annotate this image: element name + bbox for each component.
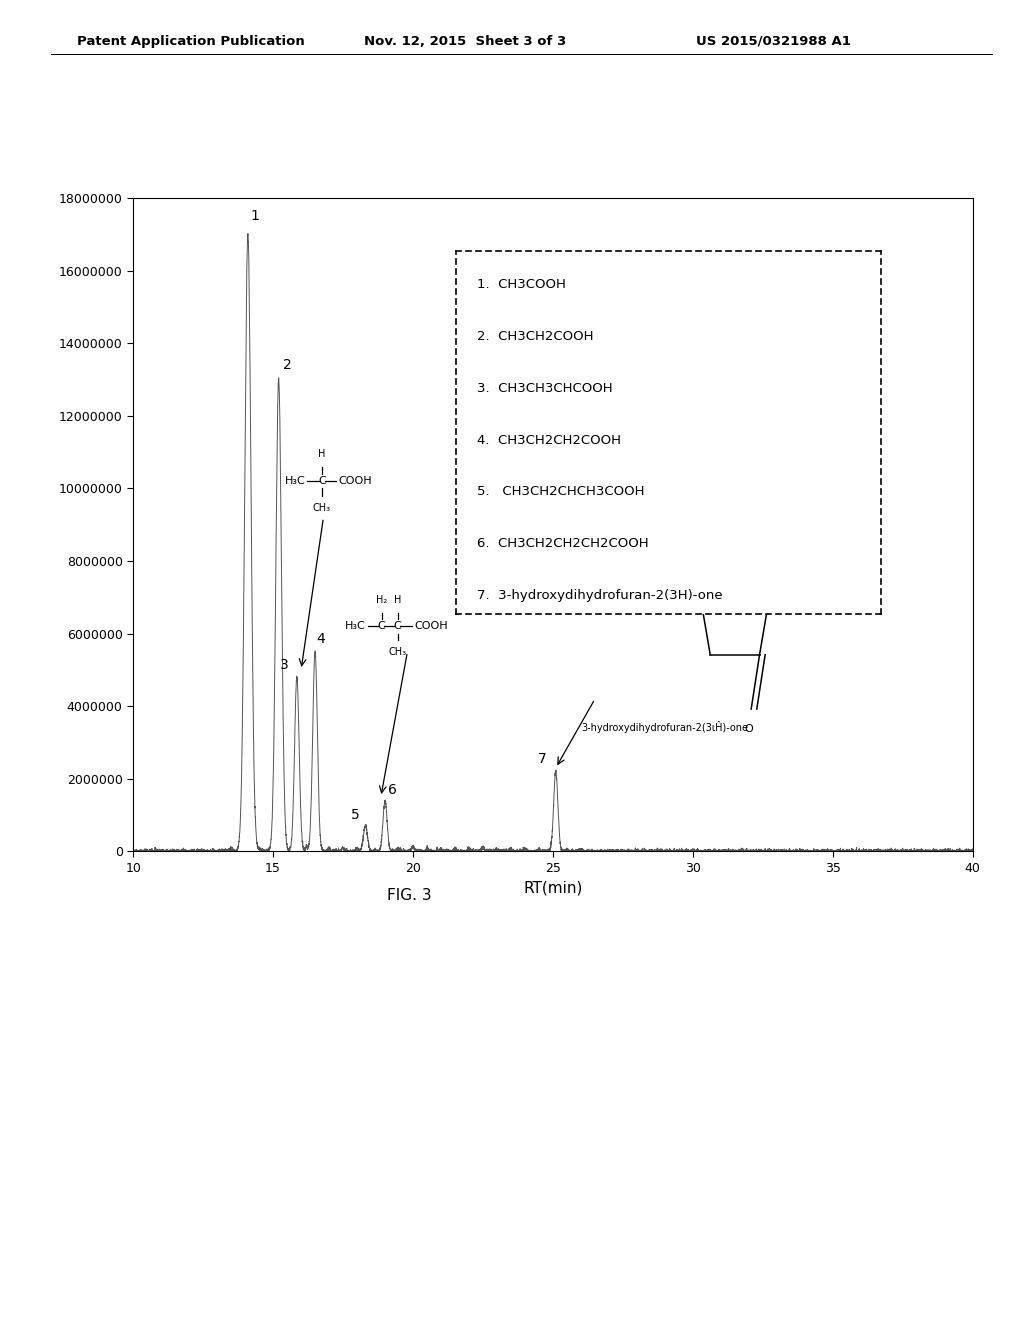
X-axis label: RT(min): RT(min) (523, 880, 583, 895)
Text: 1.  CH3COOH: 1. CH3COOH (477, 279, 566, 290)
Text: US 2015/0321988 A1: US 2015/0321988 A1 (696, 34, 851, 48)
Text: 5.   CH3CH2CHCH3COOH: 5. CH3CH2CHCH3COOH (477, 486, 644, 499)
Text: COOH: COOH (339, 477, 373, 486)
Text: H₃C: H₃C (345, 622, 366, 631)
Text: HO: HO (727, 546, 744, 556)
Text: Nov. 12, 2015  Sheet 3 of 3: Nov. 12, 2015 Sheet 3 of 3 (364, 34, 566, 48)
Text: O: O (727, 540, 736, 550)
Text: H: H (394, 595, 401, 605)
Text: 2: 2 (283, 358, 292, 372)
Text: C: C (378, 622, 386, 631)
Text: Patent Application Publication: Patent Application Publication (77, 34, 304, 48)
Text: 4.  CH3CH2CH2COOH: 4. CH3CH2CH2COOH (477, 433, 621, 446)
Text: 3: 3 (280, 657, 289, 672)
Text: 7: 7 (538, 752, 546, 766)
Text: 4: 4 (316, 632, 325, 647)
Text: 3.  CH3CH3CHCOOH: 3. CH3CH3CHCOOH (477, 381, 612, 395)
Text: COOH: COOH (415, 622, 449, 631)
Text: 7.  3-hydroxydihydrofuran-2(3H)-one: 7. 3-hydroxydihydrofuran-2(3H)-one (477, 589, 723, 602)
Text: CH₃: CH₃ (388, 648, 407, 657)
Text: 2.  CH3CH2COOH: 2. CH3CH2COOH (477, 330, 594, 343)
Text: 5: 5 (351, 808, 360, 822)
Text: 1: 1 (251, 210, 259, 223)
Text: H₂: H₂ (376, 595, 387, 605)
Text: FIG. 3: FIG. 3 (387, 888, 432, 903)
Text: H: H (318, 449, 326, 459)
Text: O: O (744, 723, 753, 734)
Text: H₃C: H₃C (285, 477, 305, 486)
Text: 6: 6 (387, 783, 396, 797)
Text: C: C (318, 477, 326, 486)
Text: 3-hydroxydihydrofuran-2(3ιĤ)-one: 3-hydroxydihydrofuran-2(3ιĤ)-one (581, 721, 748, 733)
Text: C: C (394, 622, 401, 631)
Text: CH₃: CH₃ (313, 503, 331, 513)
Text: 6.  CH3CH2CH2CH2COOH: 6. CH3CH2CH2CH2COOH (477, 537, 648, 550)
